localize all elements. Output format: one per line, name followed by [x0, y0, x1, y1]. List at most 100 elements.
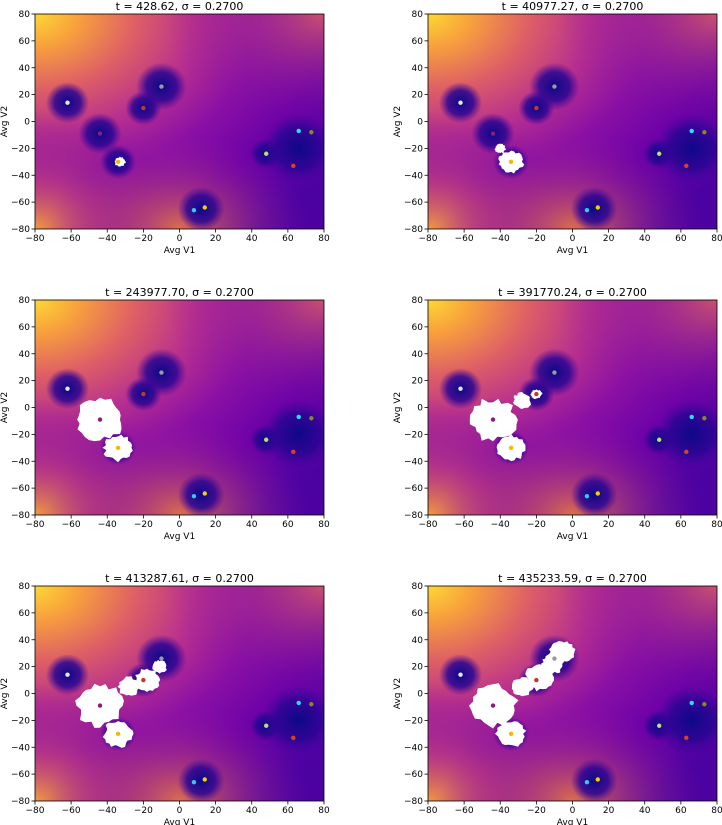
data-point: [684, 449, 689, 455]
data-point: [657, 723, 662, 728]
chart-panel-4: −80 −60 −40 −20 0 20 40 60 80 −80 −60 −40 −20 0 20 40 60…: [393, 286, 722, 542]
x-axis-label: Avg V1: [557, 246, 588, 256]
y-tick-label: −40: [404, 743, 423, 753]
x-tick-label: 80: [711, 520, 722, 530]
y-tick-label: −40: [404, 171, 423, 181]
data-point: [689, 700, 694, 706]
y-tick-label: −80: [404, 511, 423, 521]
data-point: [657, 437, 662, 442]
attractor-well: [262, 400, 324, 469]
x-tick-label: −80: [26, 806, 45, 816]
data-point: [584, 207, 590, 213]
x-tick-label: 80: [318, 520, 330, 530]
y-tick-label: 20: [412, 663, 424, 673]
data-point: [115, 445, 121, 451]
attractor-well: [655, 114, 717, 183]
y-tick-label: −40: [11, 743, 30, 753]
data-point: [595, 491, 600, 496]
data-point: [702, 702, 707, 707]
y-tick-label: −60: [11, 484, 30, 494]
x-axis-label: Avg V1: [557, 818, 588, 825]
x-tick-label: 40: [639, 806, 651, 816]
x-tick-label: 60: [282, 520, 294, 530]
x-tick-label: −20: [527, 234, 546, 244]
y-tick-label: 0: [24, 404, 30, 414]
x-tick-label: 60: [282, 806, 294, 816]
data-point: [264, 723, 269, 728]
x-tick-label: 20: [210, 520, 222, 530]
data-point: [141, 391, 146, 397]
data-point: [508, 445, 514, 451]
data-point: [65, 672, 70, 677]
y-tick-label: −80: [11, 511, 30, 521]
x-tick-label: 60: [675, 520, 687, 530]
y-tick-label: −80: [404, 225, 423, 235]
x-tick-label: −60: [455, 520, 474, 530]
y-tick-label: 40: [412, 64, 424, 74]
explored-region: [152, 659, 167, 674]
attractor-well: [655, 400, 717, 469]
data-point: [97, 131, 103, 136]
chart-title: t = 391770.24, σ = 0.2700: [498, 286, 647, 299]
data-point: [97, 417, 103, 422]
y-tick-label: −40: [404, 457, 423, 467]
x-tick-label: −60: [62, 234, 81, 244]
y-tick-label: −40: [11, 171, 30, 181]
x-tick-label: 40: [639, 234, 651, 244]
data-point: [508, 731, 514, 737]
data-point: [508, 159, 514, 165]
explored-region: [513, 391, 531, 409]
data-point: [115, 731, 121, 737]
explored-region: [117, 676, 141, 696]
x-tick-label: −60: [455, 806, 474, 816]
y-tick-label: 0: [417, 404, 423, 414]
data-point: [296, 700, 301, 706]
y-tick-label: 80: [412, 296, 424, 306]
y-tick-label: 40: [19, 64, 31, 74]
y-tick-label: 40: [412, 636, 424, 646]
y-tick-label: −60: [11, 198, 30, 208]
y-tick-label: −80: [11, 797, 30, 807]
y-axis-label: Avg V2: [0, 106, 10, 137]
x-tick-label: −80: [419, 520, 438, 530]
data-point: [552, 370, 557, 375]
data-point: [534, 391, 539, 397]
y-axis-label: Avg V2: [393, 392, 403, 423]
data-point: [264, 151, 269, 156]
x-tick-label: 60: [675, 234, 687, 244]
x-tick-label: −40: [98, 234, 117, 244]
y-tick-label: −80: [11, 225, 30, 235]
data-point: [458, 386, 463, 391]
x-tick-label: −20: [527, 520, 546, 530]
y-tick-label: 80: [19, 582, 31, 592]
explored-region: [494, 143, 507, 154]
x-tick-label: −80: [26, 234, 45, 244]
attractor-well: [570, 186, 618, 229]
y-tick-label: 80: [412, 10, 424, 20]
data-point: [264, 437, 269, 442]
x-tick-label: 60: [282, 234, 294, 244]
y-tick-label: 60: [412, 609, 424, 619]
x-tick-label: 40: [246, 234, 258, 244]
x-tick-label: 0: [570, 234, 576, 244]
y-tick-label: −20: [11, 430, 30, 440]
y-tick-label: −20: [11, 716, 30, 726]
data-point: [552, 656, 557, 661]
x-tick-label: 0: [570, 806, 576, 816]
x-tick-label: 40: [639, 520, 651, 530]
chart-title: t = 413287.61, σ = 0.2700: [105, 572, 254, 585]
y-tick-label: −60: [404, 198, 423, 208]
x-tick-label: 40: [246, 520, 258, 530]
data-point: [191, 779, 197, 785]
data-point: [657, 151, 662, 156]
data-point: [702, 416, 707, 421]
data-point: [159, 656, 164, 661]
chart-title: t = 428.62, σ = 0.2700: [116, 0, 244, 13]
y-axis-label: Avg V2: [0, 678, 10, 709]
chart-panel-1: −80 −60 −40 −20 0 20 40 60 80 −80 −60 −40 −20 0 20 40 60…: [0, 0, 330, 256]
x-tick-label: 60: [675, 806, 687, 816]
data-point: [291, 163, 296, 169]
x-tick-label: −20: [134, 520, 153, 530]
attractor-well: [570, 758, 618, 801]
data-point: [689, 414, 694, 420]
